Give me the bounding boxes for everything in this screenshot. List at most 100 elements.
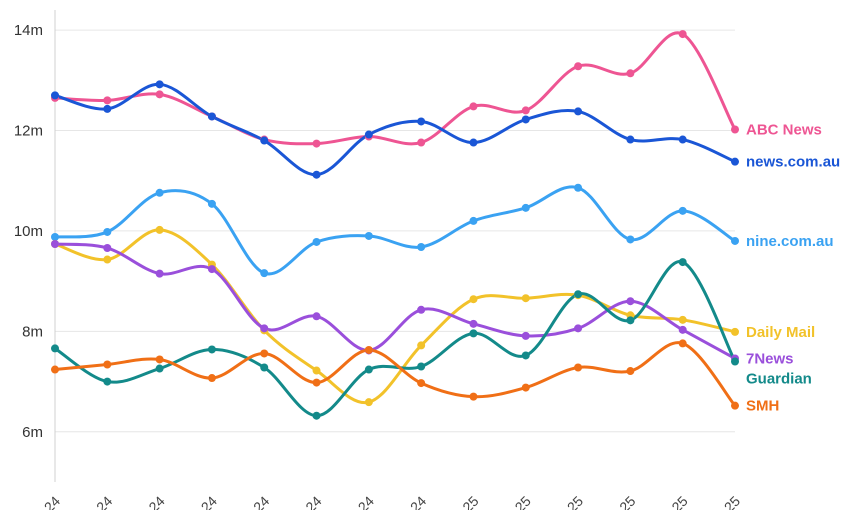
data-point xyxy=(678,135,687,144)
x-axis: -24 -24 -24 -24 -24 -24 -24 -24 -25 -25 -25 -25 -25 -… xyxy=(37,493,743,510)
data-point xyxy=(155,269,164,278)
x-tick-label: -24 xyxy=(194,493,220,510)
x-tick-label: -25 xyxy=(508,493,534,510)
data-point xyxy=(364,345,373,354)
data-point xyxy=(312,378,321,387)
y-tick-label: 6m xyxy=(22,424,43,441)
data-point xyxy=(260,136,269,145)
series-label: ABC News xyxy=(746,122,822,139)
data-point xyxy=(521,331,530,340)
series-label: nine.com.au xyxy=(746,233,834,250)
x-tick-label: -24 xyxy=(142,493,168,510)
data-point xyxy=(678,258,687,267)
x-tick-label: -24 xyxy=(299,493,325,510)
data-point xyxy=(364,398,373,407)
data-point xyxy=(260,363,269,372)
data-point xyxy=(521,383,530,392)
data-point xyxy=(731,157,739,166)
data-point xyxy=(207,345,216,354)
x-tick-label: -25 xyxy=(717,493,743,510)
data-point xyxy=(155,90,164,99)
x-tick-label: -24 xyxy=(404,493,430,510)
data-point xyxy=(155,188,164,197)
data-point xyxy=(521,115,530,124)
data-point xyxy=(731,236,739,245)
series-points xyxy=(51,30,739,420)
data-point xyxy=(469,392,478,401)
data-point xyxy=(731,401,739,410)
data-point xyxy=(521,106,530,115)
data-point xyxy=(364,365,373,374)
data-point xyxy=(417,341,426,350)
data-point xyxy=(469,295,478,304)
data-point xyxy=(207,374,216,383)
data-point xyxy=(155,225,164,234)
data-point xyxy=(155,355,164,364)
data-point xyxy=(103,255,112,264)
x-tick-label: -24 xyxy=(90,493,116,510)
data-point xyxy=(103,244,112,253)
data-point xyxy=(678,325,687,334)
data-point xyxy=(207,265,216,274)
data-point xyxy=(574,324,583,333)
data-point xyxy=(574,62,583,71)
data-point xyxy=(469,216,478,225)
data-point xyxy=(731,125,739,134)
data-point xyxy=(626,69,635,78)
y-axis: 14m 12m 10m 8m 6m xyxy=(14,22,43,441)
y-tick-label: 8m xyxy=(22,323,43,340)
data-point xyxy=(103,227,112,236)
data-point xyxy=(103,377,112,386)
x-tick-label: -25 xyxy=(561,493,587,510)
data-point xyxy=(521,203,530,212)
series-labels: ABC News news.com.au nine.com.au Daily Mail… xyxy=(746,122,840,415)
data-point xyxy=(51,91,59,100)
data-point xyxy=(731,357,739,366)
data-point xyxy=(312,411,321,420)
data-point xyxy=(364,231,373,240)
data-point xyxy=(207,112,216,121)
data-point xyxy=(469,329,478,338)
x-tick-label: -24 xyxy=(247,493,273,510)
data-point xyxy=(312,170,321,179)
data-point xyxy=(469,138,478,147)
data-point xyxy=(207,199,216,208)
data-point xyxy=(103,96,112,105)
x-tick-label: -25 xyxy=(665,493,691,510)
data-point xyxy=(312,139,321,148)
data-point xyxy=(417,243,426,252)
data-point xyxy=(521,351,530,360)
series-line-daily-mail xyxy=(53,228,737,405)
data-point xyxy=(417,117,426,126)
data-point xyxy=(574,183,583,192)
data-point xyxy=(103,360,112,369)
data-point xyxy=(626,235,635,244)
data-point xyxy=(469,102,478,111)
data-point xyxy=(260,269,269,278)
data-point xyxy=(626,297,635,306)
data-point xyxy=(678,206,687,215)
data-point xyxy=(574,107,583,116)
data-point xyxy=(574,363,583,372)
data-point xyxy=(678,30,687,39)
data-point xyxy=(417,379,426,388)
data-point xyxy=(469,319,478,328)
series-line-abc-news xyxy=(53,31,737,146)
y-tick-label: 10m xyxy=(14,223,43,240)
series-label: Guardian xyxy=(746,370,812,387)
data-point xyxy=(51,232,59,241)
data-point xyxy=(51,344,59,353)
series-label: Daily Mail xyxy=(746,324,815,341)
x-tick-label: -24 xyxy=(37,493,63,510)
data-point xyxy=(626,135,635,144)
data-point xyxy=(731,327,739,336)
data-point xyxy=(626,316,635,325)
data-point xyxy=(312,312,321,321)
gridlines xyxy=(54,10,735,482)
data-point xyxy=(260,324,269,333)
data-point xyxy=(574,290,583,299)
data-point xyxy=(678,339,687,348)
x-tick-label: -25 xyxy=(613,493,639,510)
data-point xyxy=(260,349,269,358)
